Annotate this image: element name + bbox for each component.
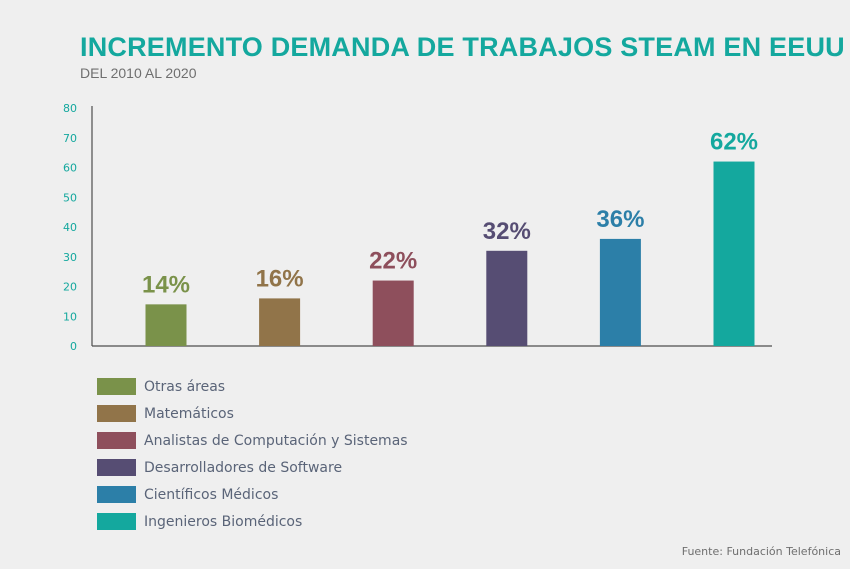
legend-swatch bbox=[97, 513, 136, 530]
y-tick-label: 40 bbox=[63, 221, 77, 234]
legend-label: Ingenieros Biomédicos bbox=[144, 513, 303, 530]
source-note: Fuente: Fundación Telefónica bbox=[681, 545, 841, 558]
legend-item: Científicos Médicos bbox=[97, 481, 408, 508]
y-tick-label: 70 bbox=[63, 132, 77, 145]
bar bbox=[259, 298, 301, 346]
chart-legend: Otras áreas Matemáticos Analistas de Compu… bbox=[97, 373, 408, 535]
data-label: 14% bbox=[142, 271, 190, 298]
y-tick-label: 20 bbox=[63, 281, 77, 294]
data-label: 16% bbox=[256, 265, 304, 292]
legend-swatch bbox=[97, 432, 136, 449]
legend-item: Ingenieros Biomédicos bbox=[97, 508, 408, 535]
y-tick-label: 50 bbox=[63, 191, 77, 204]
legend-item: Desarrolladores de Software bbox=[97, 454, 408, 481]
legend-item: Matemáticos bbox=[97, 400, 408, 427]
bar bbox=[372, 280, 414, 346]
data-label: 62% bbox=[710, 129, 758, 156]
legend-label: Otras áreas bbox=[144, 378, 226, 395]
y-tick-label: 60 bbox=[63, 162, 77, 175]
legend-swatch bbox=[97, 378, 136, 395]
legend-label: Desarrolladores de Software bbox=[144, 459, 343, 476]
y-tick-label: 0 bbox=[70, 340, 77, 353]
bar bbox=[599, 238, 641, 346]
data-label: 22% bbox=[369, 248, 417, 275]
legend-item: Analistas de Computación y Sistemas bbox=[97, 427, 408, 454]
data-label: 36% bbox=[596, 206, 644, 233]
chart-subtitle: DEL 2010 AL 2020 bbox=[80, 65, 197, 81]
chart-title: INCREMENTO DEMANDA DE TRABAJOS STEAM EN … bbox=[80, 32, 845, 62]
data-label: 32% bbox=[483, 218, 531, 245]
bar bbox=[713, 161, 755, 346]
legend-item: Otras áreas bbox=[97, 373, 408, 400]
bar bbox=[486, 250, 528, 346]
y-tick-label: 80 bbox=[63, 102, 77, 115]
legend-swatch bbox=[97, 486, 136, 503]
legend-swatch bbox=[97, 459, 136, 476]
bar bbox=[145, 304, 187, 346]
legend-swatch bbox=[97, 405, 136, 422]
legend-label: Matemáticos bbox=[144, 405, 234, 422]
legend-label: Científicos Médicos bbox=[144, 486, 279, 503]
legend-label: Analistas de Computación y Sistemas bbox=[144, 432, 408, 449]
y-tick-label: 10 bbox=[63, 310, 77, 323]
y-tick-label: 30 bbox=[63, 251, 77, 264]
